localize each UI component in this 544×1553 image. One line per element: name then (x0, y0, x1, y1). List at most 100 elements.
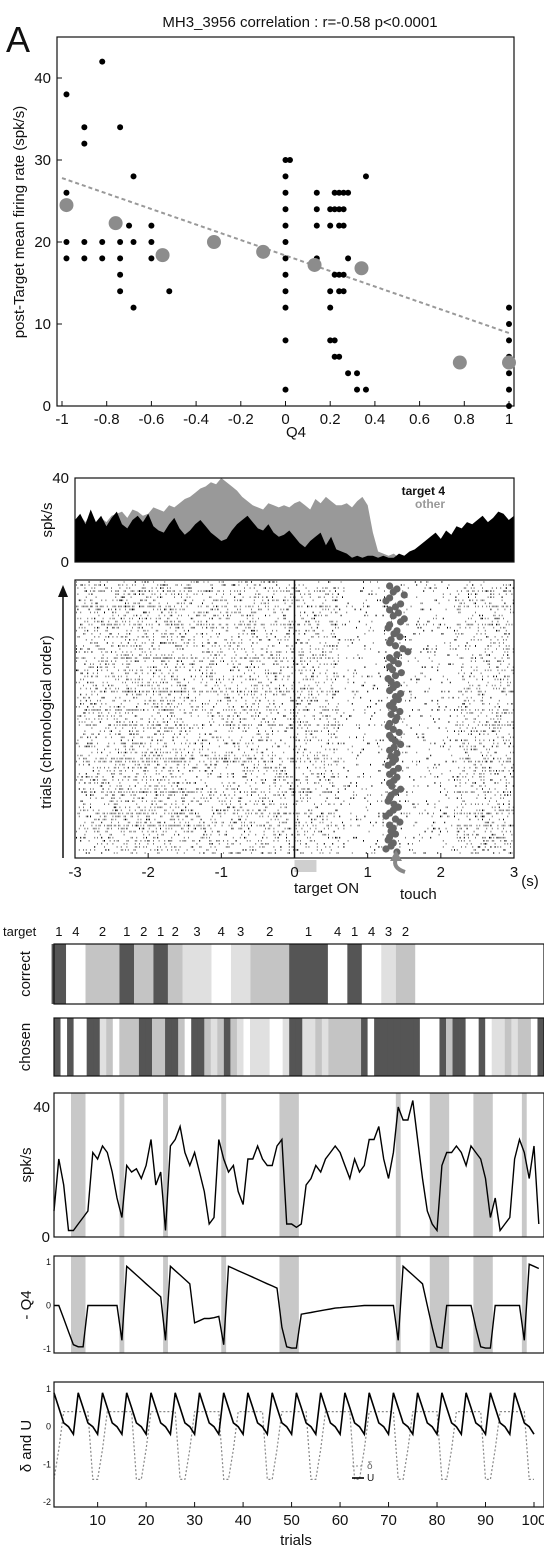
scatter-plot-frame (56, 36, 515, 407)
touch-marker (396, 618, 405, 626)
touch-marker (382, 597, 390, 605)
chosen-block (86, 1018, 94, 1076)
trial-point (313, 222, 320, 229)
touch-marker (391, 716, 400, 725)
chosen-block (465, 1018, 473, 1076)
psth-y-tick-label: 0 (61, 554, 69, 571)
mean-point (502, 355, 516, 370)
trials-x-label: trials (280, 1532, 312, 1549)
chosen-frame (53, 1017, 544, 1077)
trial-point (117, 239, 124, 245)
trial-point (63, 189, 70, 196)
correct-block (361, 944, 382, 1004)
chosen-block (439, 1018, 447, 1076)
trial-point (336, 353, 343, 360)
chosen-block (119, 1018, 127, 1076)
trial-point (148, 222, 155, 229)
trial-point (282, 337, 289, 344)
q4-shaded-trial (119, 1256, 125, 1353)
scatter-x-tick-label: -0.4 (183, 411, 209, 428)
mean-point (307, 257, 322, 272)
chosen-block (485, 1018, 493, 1076)
chosen-block (393, 1018, 401, 1076)
mean-point (108, 216, 123, 231)
touch-marker (396, 633, 404, 641)
chosen-block (217, 1018, 225, 1076)
correct-block (66, 944, 86, 1004)
target-block-label: 4 (72, 924, 79, 939)
chosen-block (406, 1018, 414, 1076)
trial-point (336, 288, 343, 295)
chosen-block (530, 1018, 538, 1076)
touch-marker (384, 761, 392, 769)
q4-shaded-trial (521, 1256, 527, 1353)
raster-x-unit: (s) (521, 873, 539, 890)
target-header-label: target (3, 924, 37, 939)
rate-shaded-trial (163, 1093, 168, 1237)
chosen-block (132, 1018, 140, 1076)
trial-point (81, 124, 88, 131)
scatter-x-tick-label: 1 (505, 411, 513, 428)
chosen-block (504, 1018, 512, 1076)
touch-marker (387, 710, 395, 719)
scatter-x-tick-label: 0 (281, 411, 289, 428)
touch-marker (397, 669, 405, 677)
trial-point (148, 239, 155, 245)
trials-x-tick-label: 60 (332, 1512, 349, 1529)
trial-point (99, 255, 106, 262)
touch-marker (391, 642, 400, 650)
target-block-label: 1 (351, 924, 358, 939)
trial-point (506, 403, 512, 409)
trial-point (331, 189, 338, 196)
scatter-x-tick-label: -1 (55, 411, 68, 428)
touch-marker (404, 648, 412, 656)
scatter-y-tick-label: 10 (34, 316, 51, 333)
chosen-block (256, 1018, 264, 1076)
target-block-label: 3 (385, 924, 392, 939)
trial-point (130, 239, 137, 245)
correct-row-label: correct (17, 950, 34, 997)
chosen-block (80, 1018, 88, 1076)
target-block-label: 4 (218, 924, 225, 939)
psth-y-tick-label: 40 (52, 470, 69, 487)
chosen-block (295, 1018, 303, 1076)
target-block-label: 2 (172, 924, 179, 939)
legend-u-label: U (367, 1473, 374, 1484)
trial-point (282, 173, 289, 180)
q4-shaded-trial (429, 1256, 450, 1353)
chosen-block (380, 1018, 388, 1076)
chosen-block (282, 1018, 290, 1076)
rate-shaded-trial (70, 1093, 86, 1237)
trial-point (345, 189, 352, 196)
scatter-y-tick-label: 0 (43, 398, 51, 415)
mean-point (354, 261, 369, 276)
rate-y-label: spk/s (18, 1147, 35, 1182)
chosen-block (498, 1018, 506, 1076)
trial-point (282, 271, 289, 278)
touch-marker (384, 797, 392, 805)
q4-shaded-trial (163, 1256, 168, 1353)
scatter-x-tick-label: -0.6 (138, 411, 164, 428)
trial-point (345, 370, 352, 377)
target-block-label: 2 (99, 924, 106, 939)
trial-point (117, 124, 124, 131)
touch-marker (389, 725, 397, 734)
trial-point (331, 353, 338, 360)
correct-block (51, 944, 67, 1004)
trial-point (117, 255, 124, 262)
chosen-block (171, 1018, 179, 1076)
trial-point (81, 140, 88, 147)
touch-marker (391, 672, 400, 680)
touch-marker (393, 651, 401, 659)
raster-x-tick-label: -1 (215, 864, 228, 881)
target-block-label: 3 (237, 924, 244, 939)
chosen-block (125, 1018, 133, 1076)
chosen-block (537, 1018, 544, 1076)
chosen-block (263, 1018, 270, 1076)
correct-block (85, 944, 120, 1004)
trial-point (331, 337, 338, 344)
chosen-block (289, 1018, 297, 1076)
rate-y-tick-label: 40 (33, 1099, 50, 1116)
rate-shaded-trial (221, 1093, 227, 1237)
